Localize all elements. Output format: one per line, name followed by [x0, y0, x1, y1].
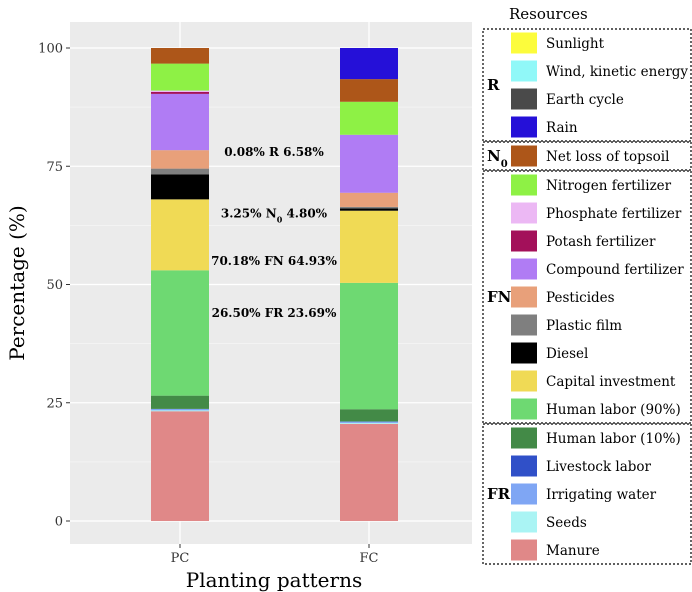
legend-label: Rain — [546, 120, 578, 136]
legend-label: Compound fertilizer — [546, 262, 684, 278]
bar-segment — [151, 270, 209, 396]
legend-group-label: FR — [487, 485, 511, 503]
bar-segment — [340, 134, 398, 193]
legend-label: Human labor (90%) — [546, 402, 681, 418]
bar-segment — [151, 63, 209, 91]
legend-swatch — [511, 398, 537, 420]
x-tick-label: FC — [360, 551, 379, 566]
legend-swatch — [511, 88, 537, 110]
x-tick-label: PC — [171, 551, 190, 566]
legend-label: Net loss of topsoil — [546, 149, 669, 165]
annotation-text: 3.25% N0 4.80% — [221, 207, 328, 225]
legend-label: Sunlight — [546, 36, 605, 52]
bar-segment — [340, 192, 398, 207]
y-tick-label: 75 — [46, 160, 63, 175]
legend-label: Livestock labor — [546, 459, 652, 475]
legend-swatch — [511, 60, 537, 82]
legend-label: Wind, kinetic energy — [546, 64, 688, 80]
x-axis: PC FC — [171, 544, 379, 566]
bar-segment — [151, 93, 209, 151]
bar-segment — [151, 408, 209, 411]
bar-segment — [340, 48, 398, 80]
legend-swatch — [511, 174, 537, 196]
bar-segment — [340, 79, 398, 102]
legend-title: Resources — [509, 5, 588, 23]
legend-group-box — [482, 28, 692, 142]
y-axis-title: Percentage (%) — [5, 205, 29, 360]
plot-panel — [70, 22, 472, 544]
legend-swatch — [511, 455, 537, 477]
y-tick-label: 0 — [55, 515, 63, 530]
legend-swatch — [511, 342, 537, 364]
legend-group-label: R — [487, 76, 500, 94]
legend-swatch — [511, 539, 537, 561]
legend-swatch — [511, 427, 537, 449]
legend-label: Nitrogen fertilizer — [546, 178, 672, 194]
legend-swatch — [511, 483, 537, 505]
bar-segment — [340, 208, 398, 211]
legend-group-label: FN — [487, 288, 512, 306]
annotation-text: 26.50% FR 23.69% — [212, 306, 337, 320]
bar-annotations: 0.08% R 6.58% 3.25% N0 4.80% 70.18% FN 64.… — [211, 145, 337, 320]
legend-swatch — [511, 370, 537, 392]
bar-segment — [340, 423, 398, 521]
bar-segment — [340, 422, 398, 424]
bar-segment — [340, 282, 398, 410]
bars — [151, 48, 398, 521]
bar-segment — [151, 410, 209, 412]
x-axis-title: Planting patterns — [186, 568, 362, 592]
bar-segment — [151, 90, 209, 92]
legend-swatch — [511, 202, 537, 224]
legend-swatch — [511, 32, 537, 54]
annotation-text: 0.08% R 6.58% — [224, 145, 324, 159]
bar-segment — [151, 48, 209, 64]
legend-swatch — [511, 314, 537, 336]
bar-segment — [151, 174, 209, 200]
bar-segment — [151, 150, 209, 169]
annotation-text: 70.18% FN 64.93% — [211, 254, 337, 268]
y-tick-label: 25 — [46, 396, 63, 411]
legend-swatch — [511, 258, 537, 280]
legend-label: Pesticides — [546, 290, 615, 306]
bar-segment — [340, 421, 398, 423]
legend: R Sunlight Wind, kinetic energy Earth cycle… — [482, 28, 692, 565]
legend-label: Human labor (10%) — [546, 431, 681, 447]
legend-group-box — [482, 141, 692, 171]
legend-swatch — [511, 511, 537, 533]
y-axis: 0 25 50 75 100 — [38, 42, 70, 530]
legend-swatch — [511, 116, 537, 138]
bar-segment — [151, 91, 209, 94]
bar-segment — [340, 101, 398, 135]
legend-swatch — [511, 230, 537, 252]
legend-label: Manure — [546, 543, 600, 559]
legend-group-box — [482, 170, 692, 424]
legend-swatch — [511, 286, 537, 308]
legend-label: Irrigating water — [546, 487, 657, 503]
legend-label: Phosphate fertilizer — [546, 206, 682, 222]
legend-swatch — [511, 145, 537, 167]
legend-label: Potash fertilizer — [546, 234, 656, 250]
legend-group-label: N0 — [487, 147, 508, 170]
bar-segment — [340, 210, 398, 283]
bar-segment — [151, 168, 209, 175]
bar-segment — [340, 206, 398, 209]
legend-label: Seeds — [546, 515, 587, 531]
y-tick-label: 100 — [38, 42, 63, 57]
legend-label: Capital investment — [546, 374, 676, 390]
legend-label: Diesel — [546, 346, 588, 362]
bar-segment — [151, 199, 209, 271]
legend-label: Plastic film — [546, 318, 622, 334]
bar-segment — [151, 411, 209, 521]
y-tick-label: 50 — [46, 278, 63, 293]
bar-segment — [151, 395, 209, 409]
legend-group-box — [482, 423, 692, 565]
legend-label: Earth cycle — [546, 92, 624, 108]
bar-segment — [340, 409, 398, 422]
